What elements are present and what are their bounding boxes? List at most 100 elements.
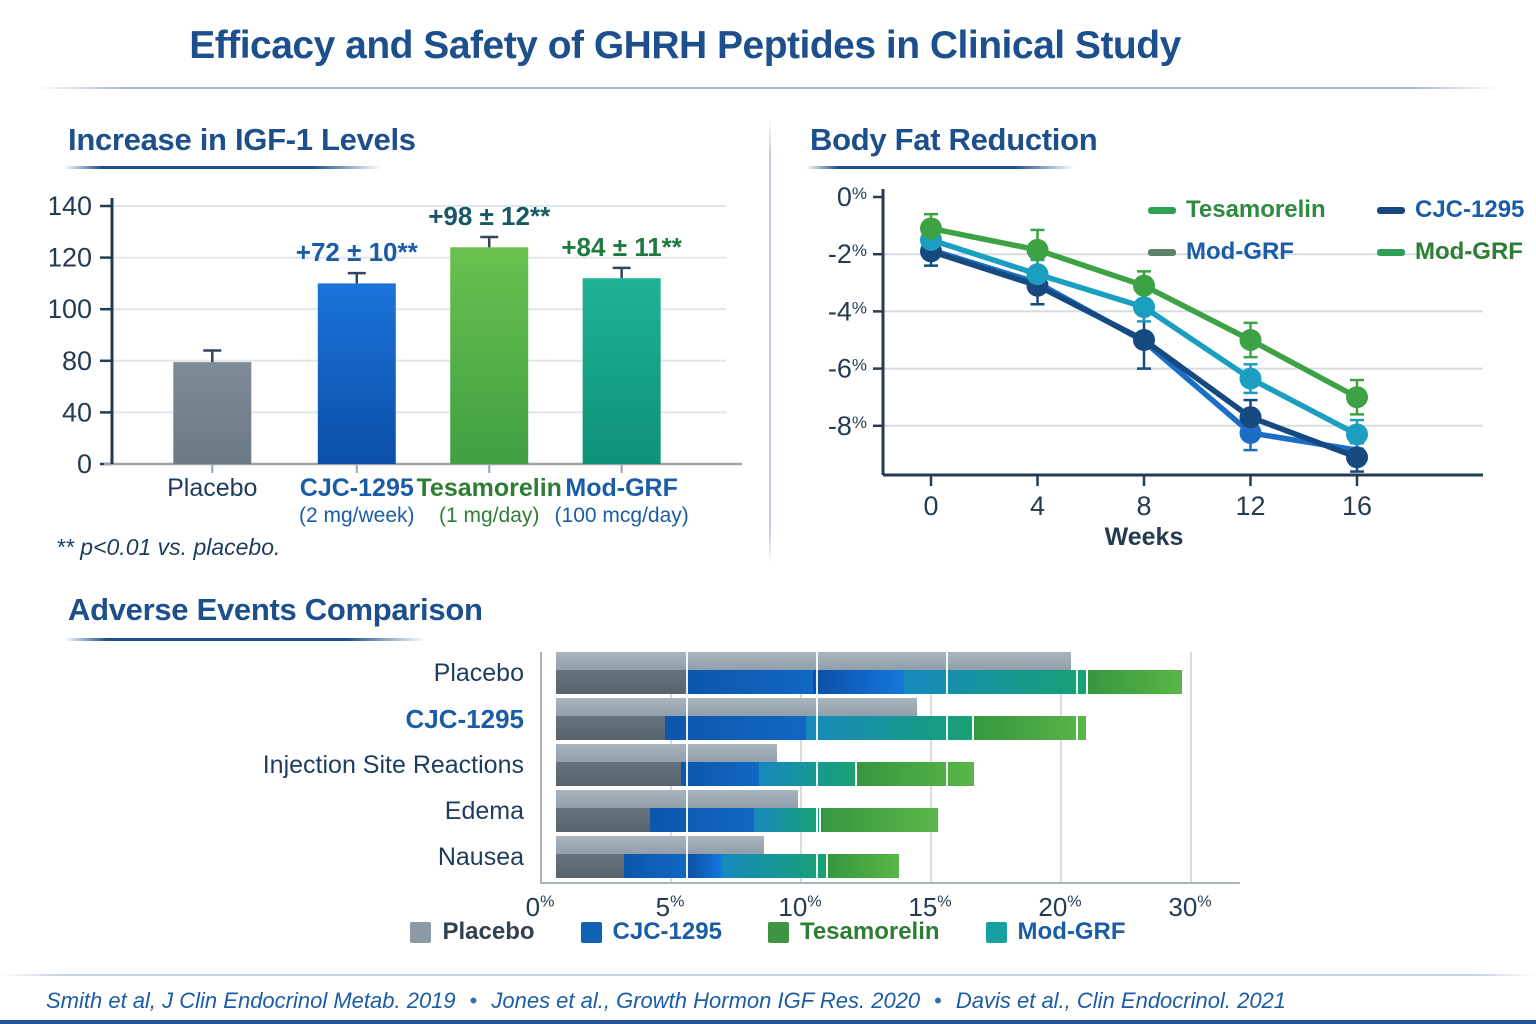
igf-y-tick-label: 40	[62, 397, 92, 427]
bottom-edge-line	[0, 1020, 1536, 1024]
citations: Smith et al, J Clin Endocrinol Metab. 20…	[46, 988, 1286, 1014]
bf-y-tick-label: -4%	[828, 296, 867, 326]
ae-row-label: Placebo	[433, 659, 524, 687]
ae-gridline-overlay	[816, 744, 818, 786]
citation-1: Smith et al, J Clin Endocrinol Metab. 20…	[46, 988, 456, 1013]
ae-segment-blue	[623, 854, 686, 878]
ae-segment-teal	[805, 716, 972, 740]
ae-legend-label: Tesamorelin	[799, 918, 940, 945]
citation-separator: •	[934, 988, 942, 1013]
bf-x-tick-label: 8	[1136, 491, 1151, 521]
ae-gridline-overlay	[946, 744, 948, 786]
ae-shadow-bar	[556, 744, 777, 762]
ae-segment-blue	[665, 716, 806, 740]
adverse-events-legend: Placebo CJC-1295 Tesamorelin Mod-GRF	[0, 918, 1536, 946]
igf-category-label: Placebo	[167, 474, 257, 502]
igf-y-tick-label: 120	[50, 243, 92, 273]
ae-stacked-bar	[556, 762, 974, 786]
igf-bar-annotation: +98 ± 12**	[428, 201, 551, 231]
bf-legend-label: Mod-GRF	[1415, 238, 1523, 265]
ae-gridline-overlay	[1076, 698, 1078, 740]
bf-legend-label: Tesamorelin	[1186, 196, 1326, 223]
bf-legend-swatch	[1377, 248, 1405, 256]
ae-gridline-overlay	[816, 698, 818, 740]
igf-category-sublabel: (2 mg/week)	[299, 504, 415, 527]
igf-bar-placebo	[173, 362, 252, 464]
igf-bar-cjc-1295	[317, 283, 396, 464]
ae-x-axis	[540, 882, 1240, 884]
igf-y-tick-label: 100	[50, 294, 92, 324]
bf-data-point-cjc-1295	[1346, 446, 1368, 469]
ae-gridline-overlay	[946, 652, 948, 694]
bf-x-tick-label: 0	[923, 491, 938, 521]
ae-x-tick-label: 15%	[908, 892, 952, 922]
bf-data-point-tesamorelin	[920, 217, 942, 240]
ae-segment-blue	[680, 762, 759, 786]
ae-x-tick-label: 5%	[655, 892, 685, 922]
ae-row-injection-site-reactions: Injection Site Reactions	[0, 744, 1256, 786]
ae-gridline-overlay	[816, 790, 818, 832]
bf-y-tick-label: -8%	[828, 411, 867, 441]
bodyfat-heading-underline	[806, 166, 1074, 169]
citation-2: Jones et al., Growth Hormon IGF Res. 202…	[491, 988, 921, 1013]
panel-divider	[769, 118, 771, 566]
page-title: Efficacy and Safety of GHRH Peptides in …	[189, 24, 1181, 67]
ae-shadow-bar	[556, 836, 764, 854]
ae-segment-green	[1086, 670, 1182, 694]
igf-category-label: Tesamorelin	[417, 474, 562, 502]
bf-data-point-mod-grf	[1346, 423, 1368, 446]
adverse-heading-underline	[64, 638, 426, 641]
ae-legend-label: Mod-GRF	[1017, 918, 1126, 945]
ae-shadow-bar	[556, 698, 918, 716]
ae-segment-gray	[556, 808, 650, 832]
ae-gridline-overlay	[686, 836, 688, 878]
ae-legend-swatch	[767, 921, 789, 943]
ae-segment-teal	[904, 670, 1087, 694]
ae-row-placebo: Placebo	[0, 652, 1256, 694]
igf-bar-mod-grf	[582, 278, 661, 464]
ae-gridline-overlay	[686, 698, 688, 740]
ae-segment-blue2	[685, 854, 723, 878]
ae-segment-teal	[753, 808, 819, 832]
ae-stacked-bar	[556, 808, 938, 832]
adverse-events-chart: Placebo CJC-1295 Injection Site Reactions E…	[0, 652, 1536, 922]
ae-legend-item: Tesamorelin	[767, 918, 940, 946]
ae-segment-gray	[556, 716, 666, 740]
bodyfat-line-chart: 0% -2% -4% -6% -8% 0 4 8 12 16 Weeks	[795, 175, 1495, 551]
igf-bar-tesamorelin	[450, 247, 529, 464]
ae-bars	[556, 698, 1256, 740]
igf-y-tick-label: 0	[77, 449, 92, 479]
ae-gridline	[540, 652, 542, 884]
ae-segment-green	[971, 716, 1086, 740]
ae-segment-green	[854, 762, 974, 786]
igf-category-sublabel: (1 mg/day)	[439, 504, 539, 527]
bf-data-point-tesamorelin	[1346, 386, 1368, 409]
ae-bars	[556, 744, 1256, 786]
ae-legend-swatch	[985, 921, 1007, 943]
bf-data-point-mod-grf	[1026, 263, 1049, 286]
igf-y-tick-label: 140	[50, 191, 92, 221]
ae-x-tick-label: 10%	[778, 892, 822, 922]
bf-data-point-tesamorelin	[1026, 238, 1049, 261]
ae-bars	[556, 836, 1256, 878]
bodyfat-legend: Tesamorelin CJC-1295 Mod-GRF Mod-GRF	[1148, 196, 1524, 266]
bf-x-tick-label: 12	[1235, 491, 1265, 521]
ae-segment-gray	[556, 762, 681, 786]
ae-legend-item: Mod-GRF	[985, 918, 1126, 946]
ae-segment-green	[818, 808, 938, 832]
ae-stacked-bar	[556, 670, 1182, 694]
title-divider	[36, 87, 1500, 89]
ae-bars	[556, 652, 1256, 694]
ae-row-label: Nausea	[437, 843, 524, 871]
bf-legend-item: Tesamorelin	[1148, 196, 1353, 224]
igf-bar-annotation: +84 ± 11**	[561, 232, 682, 262]
igf-category-label: Mod-GRF	[565, 474, 677, 502]
igf-category-label: CJC-1295	[300, 474, 414, 502]
citation-separator: •	[469, 988, 478, 1013]
ae-segment-blue	[649, 808, 754, 832]
ae-row-nausea: Nausea	[0, 836, 1256, 878]
ae-x-tick-label: 20%	[1038, 892, 1082, 922]
ae-legend-label: Placebo	[442, 918, 535, 945]
ae-segment-gray	[556, 854, 624, 878]
